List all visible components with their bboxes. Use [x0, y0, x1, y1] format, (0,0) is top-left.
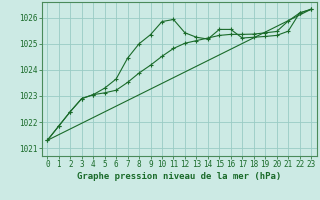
X-axis label: Graphe pression niveau de la mer (hPa): Graphe pression niveau de la mer (hPa)	[77, 172, 281, 181]
